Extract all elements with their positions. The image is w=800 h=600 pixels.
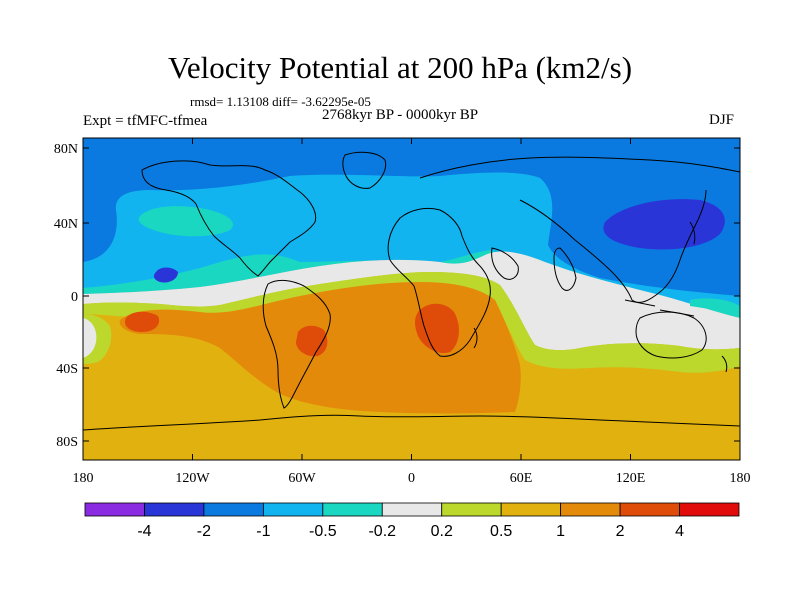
colorbar-swatch [441,502,502,517]
lat-tick-label: 40N [54,217,78,232]
period-label: 2768kyr BP - 0000kyr BP [322,107,479,123]
contour-patch-red-south-america [296,325,328,357]
contour-patch-north-pacific [138,206,234,237]
colorbar-swatch [322,502,383,517]
lon-tick-label: 60E [510,471,533,486]
lon-tick-label: 120E [616,471,646,486]
lon-tick-label: 120W [175,471,210,486]
lat-tick-label: 0 [71,290,78,305]
contour-patch-teal-west-pacific [690,298,740,314]
colorbar-label: 0.2 [431,523,453,540]
lon-tick-label: 180 [73,471,94,486]
colorbar-swatch [381,502,443,517]
plot-title: Velocity Potential at 200 hPa (km2/s) [167,50,633,85]
longitude-axis: 180 120W 60W 0 60E 120E 180 [73,138,751,486]
stats-label: rmsd= 1.13108 diff= -3.62295e-05 [190,94,371,109]
contour-patch-west-white [83,318,97,358]
contour-level-neg1-to-neg0.5 [83,172,740,318]
contour-field [83,138,740,460]
latitude-axis: 80N 40N 0 40S 80S [54,142,740,450]
colorbar-label: -0.5 [309,523,337,540]
experiment-label: Expt = tfMFC-tfmea [83,113,208,129]
contour-patch-dark-blue-pacific [153,267,178,283]
colorbar-label: 0.5 [490,523,512,540]
lon-tick-label: 60W [288,471,316,486]
lat-tick-label: 80N [54,142,78,157]
colorbar-swatch [560,502,621,517]
colorbar-label: -4 [137,523,151,540]
colorbar-label: -0.2 [368,523,396,540]
colorbar-swatch [84,502,145,517]
colorbar-swatch [679,502,740,517]
contour-patch-north-atlantic [385,187,508,234]
colorbar-swatch [144,502,205,517]
lat-tick-label: 80S [56,435,78,450]
colorbar-label: 2 [616,523,625,540]
contour-level-0.2-to-0.5 [83,272,740,373]
coastlines [83,151,740,431]
colorbar-swatch [262,502,324,517]
colorbar-label: 1 [556,523,565,540]
lon-tick-label: 0 [408,471,415,486]
colorbar-label: 4 [675,523,684,540]
colorbar-swatch [203,502,264,517]
colorbar-swatch [500,502,562,517]
colorbar-swatch [619,502,680,517]
lon-tick-label: 180 [730,471,751,486]
colorbar: -4 -2 -1 -0.5 -0.2 0.2 0.5 1 2 4 [84,502,740,540]
colorbar-label: -2 [197,523,211,540]
contour-patch-red-pacific [124,311,160,332]
contour-patch-red-africa [415,303,459,354]
season-label: DJF [709,112,735,128]
colorbar-label: -1 [256,523,270,540]
lat-tick-label: 40S [56,362,78,377]
